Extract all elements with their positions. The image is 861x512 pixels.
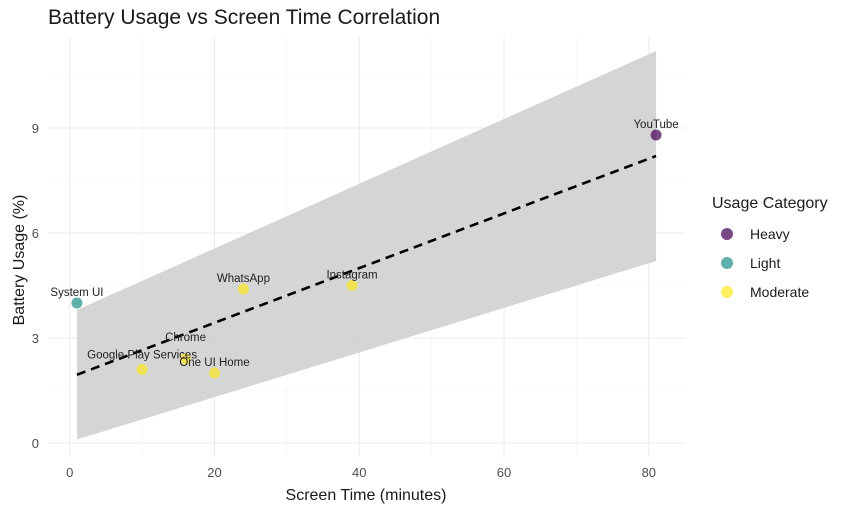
confidence-band bbox=[76, 51, 657, 440]
point-google-play-services bbox=[136, 364, 148, 375]
point-label-chrome: Chrome bbox=[165, 332, 206, 344]
legend-label-light: Light bbox=[750, 255, 780, 271]
legend-label-heavy: Heavy bbox=[750, 226, 790, 242]
legend-key-heavy bbox=[721, 228, 733, 240]
point-label-system-ui: System UI bbox=[50, 287, 103, 299]
trend-line-path bbox=[76, 154, 657, 376]
x-tick-label: 40 bbox=[352, 465, 366, 480]
axes: 0 20 40 60 80 0 3 6 9 bbox=[32, 121, 656, 480]
data-points bbox=[71, 129, 662, 379]
point-label-google-play-services: Google Play Services bbox=[87, 350, 197, 362]
point-chrome bbox=[180, 353, 192, 365]
legend-key-moderate bbox=[721, 286, 733, 298]
legend: Usage Category Heavy Light Moderate bbox=[712, 195, 828, 300]
x-tick-label: 60 bbox=[497, 465, 511, 480]
y-tick-label: 9 bbox=[32, 121, 39, 136]
point-youtube bbox=[650, 129, 662, 141]
legend-label-moderate: Moderate bbox=[750, 284, 809, 300]
legend-key-light bbox=[721, 257, 733, 269]
confidence-band-area bbox=[76, 51, 657, 440]
point-label-youtube: YouTube bbox=[633, 119, 678, 131]
legend-title: Usage Category bbox=[712, 195, 828, 212]
y-tick-label: 6 bbox=[32, 226, 39, 241]
point-label-one-ui-home: One UI Home bbox=[179, 357, 249, 369]
y-tick-label: 3 bbox=[32, 331, 39, 346]
point-one-ui-home bbox=[208, 367, 220, 379]
chart-title: Battery Usage vs Screen Time Correlation bbox=[48, 6, 441, 29]
trend-line bbox=[76, 154, 657, 376]
x-tick-label: 0 bbox=[66, 465, 73, 480]
point-system-ui bbox=[71, 297, 83, 309]
y-tick-label: 0 bbox=[32, 436, 39, 451]
x-axis-label: Screen Time (minutes) bbox=[286, 487, 447, 504]
point-label-instagram: Instagram bbox=[326, 270, 377, 282]
point-instagram bbox=[346, 280, 358, 291]
x-tick-label: 20 bbox=[207, 465, 221, 480]
y-axis-label: Battery Usage (%) bbox=[11, 195, 28, 326]
x-tick-label: 80 bbox=[642, 465, 656, 480]
point-label-whatsapp: WhatsApp bbox=[217, 273, 270, 285]
point-labels: YouTube System UI WhatsApp Instagram Google … bbox=[50, 119, 678, 369]
point-whatsapp bbox=[237, 283, 249, 295]
